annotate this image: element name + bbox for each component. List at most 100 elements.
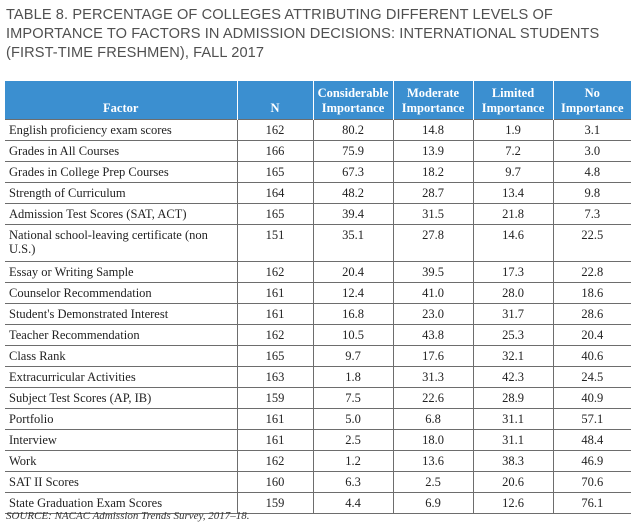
- considerable-cell: 80.2: [312, 119, 393, 141]
- n-cell: 162: [236, 450, 313, 472]
- table-row: Portfolio 161 5.0 6.8 31.1 57.1: [5, 408, 631, 430]
- limited-cell: 21.8: [472, 203, 553, 225]
- table-row: Essay or Writing Sample 162 20.4 39.5 17.3 22…: [5, 261, 631, 283]
- no-cell: 20.4: [552, 324, 631, 346]
- table-row: Interview 161 2.5 18.0 31.1 48.4: [5, 429, 631, 451]
- limited-cell: 32.1: [472, 345, 553, 367]
- no-cell: 57.1: [552, 408, 631, 430]
- limited-cell: 25.3: [472, 324, 553, 346]
- n-cell: 161: [236, 282, 313, 304]
- no-cell: 40.6: [552, 345, 631, 367]
- considerable-cell: 4.4: [312, 492, 393, 514]
- limited-cell: 17.3: [472, 261, 553, 283]
- limited-cell: 38.3: [472, 450, 553, 472]
- limited-cell: 1.9: [472, 119, 553, 141]
- considerable-cell: 2.5: [312, 429, 393, 451]
- table-row: Extracurricular Activities 163 1.8 31.3 42.3…: [5, 366, 631, 388]
- n-cell: 166: [236, 140, 313, 162]
- factor-cell: Essay or Writing Sample: [5, 261, 237, 283]
- no-cell: 3.0: [552, 140, 631, 162]
- no-cell: 22.8: [552, 261, 631, 283]
- table-row: National school-leaving certificate (non…: [5, 224, 631, 262]
- no-cell: 28.6: [552, 303, 631, 325]
- header-moderate: Moderate Importance: [392, 81, 473, 120]
- n-cell: 164: [236, 182, 313, 204]
- limited-cell: 7.2: [472, 140, 553, 162]
- header-n: N: [236, 81, 313, 120]
- factor-cell: Work: [5, 450, 237, 472]
- header-limited: Limited Importance: [472, 81, 553, 120]
- table-row: Counselor Recommendation 161 12.4 41.0 28.0 1…: [5, 282, 631, 304]
- moderate-cell: 17.6: [392, 345, 473, 367]
- moderate-cell: 22.6: [392, 387, 473, 409]
- no-cell: 76.1: [552, 492, 631, 514]
- considerable-cell: 5.0: [312, 408, 393, 430]
- factor-cell: Counselor Recommendation: [5, 282, 237, 304]
- factor-cell: Teacher Recommendation: [5, 324, 237, 346]
- n-cell: 165: [236, 345, 313, 367]
- table-body: English proficiency exam scores 162 80.2 14…: [5, 119, 631, 514]
- factor-cell: English proficiency exam scores: [5, 119, 237, 141]
- limited-cell: 20.6: [472, 471, 553, 493]
- no-cell: 70.6: [552, 471, 631, 493]
- moderate-cell: 13.6: [392, 450, 473, 472]
- table-row: Subject Test Scores (AP, IB) 159 7.5 22.6 28…: [5, 387, 631, 409]
- table-row: Grades in All Courses 166 75.9 13.9 7.2 3.0: [5, 140, 631, 162]
- moderate-cell: 18.2: [392, 161, 473, 183]
- no-cell: 22.5: [552, 224, 631, 262]
- n-cell: 162: [236, 261, 313, 283]
- no-cell: 24.5: [552, 366, 631, 388]
- n-cell: 161: [236, 429, 313, 451]
- considerable-cell: 9.7: [312, 345, 393, 367]
- table-row: Class Rank 165 9.7 17.6 32.1 40.6: [5, 345, 631, 367]
- moderate-cell: 31.3: [392, 366, 473, 388]
- no-cell: 7.3: [552, 203, 631, 225]
- no-cell: 18.6: [552, 282, 631, 304]
- factor-cell: Strength of Curriculum: [5, 182, 237, 204]
- considerable-cell: 1.2: [312, 450, 393, 472]
- no-cell: 40.9: [552, 387, 631, 409]
- moderate-cell: 27.8: [392, 224, 473, 262]
- moderate-cell: 31.5: [392, 203, 473, 225]
- considerable-cell: 6.3: [312, 471, 393, 493]
- factor-cell: Grades in College Prep Courses: [5, 161, 237, 183]
- factor-cell: Class Rank: [5, 345, 237, 367]
- n-cell: 165: [236, 203, 313, 225]
- limited-cell: 42.3: [472, 366, 553, 388]
- considerable-cell: 20.4: [312, 261, 393, 283]
- table-row: State Graduation Exam Scores 159 4.4 6.9 12.…: [5, 492, 631, 514]
- moderate-cell: 18.0: [392, 429, 473, 451]
- importance-table: Factor N Considerable Importance Moderate…: [5, 81, 631, 514]
- considerable-cell: 67.3: [312, 161, 393, 183]
- table-row: Work 162 1.2 13.6 38.3 46.9: [5, 450, 631, 472]
- n-cell: 160: [236, 471, 313, 493]
- limited-cell: 28.9: [472, 387, 553, 409]
- limited-cell: 31.7: [472, 303, 553, 325]
- n-cell: 151: [236, 224, 313, 262]
- factor-cell: SAT II Scores: [5, 471, 237, 493]
- n-cell: 161: [236, 303, 313, 325]
- considerable-cell: 35.1: [312, 224, 393, 262]
- table-row: Student's Demonstrated Interest 161 16.8 23…: [5, 303, 631, 325]
- limited-cell: 12.6: [472, 492, 553, 514]
- moderate-cell: 23.0: [392, 303, 473, 325]
- considerable-cell: 7.5: [312, 387, 393, 409]
- considerable-cell: 39.4: [312, 203, 393, 225]
- n-cell: 162: [236, 324, 313, 346]
- no-cell: 48.4: [552, 429, 631, 451]
- factor-cell: Admission Test Scores (SAT, ACT): [5, 203, 237, 225]
- table-row: Strength of Curriculum 164 48.2 28.7 13.4 9.8: [5, 182, 631, 204]
- n-cell: 159: [236, 492, 313, 514]
- n-cell: 161: [236, 408, 313, 430]
- limited-cell: 31.1: [472, 408, 553, 430]
- n-cell: 162: [236, 119, 313, 141]
- considerable-cell: 10.5: [312, 324, 393, 346]
- limited-cell: 31.1: [472, 429, 553, 451]
- table-title: TABLE 8. PERCENTAGE OF COLLEGES ATTRIBUT…: [6, 7, 600, 61]
- limited-cell: 9.7: [472, 161, 553, 183]
- no-cell: 9.8: [552, 182, 631, 204]
- considerable-cell: 1.8: [312, 366, 393, 388]
- n-cell: 159: [236, 387, 313, 409]
- factor-cell: Grades in All Courses: [5, 140, 237, 162]
- table-row: Admission Test Scores (SAT, ACT) 165 39.4 3…: [5, 203, 631, 225]
